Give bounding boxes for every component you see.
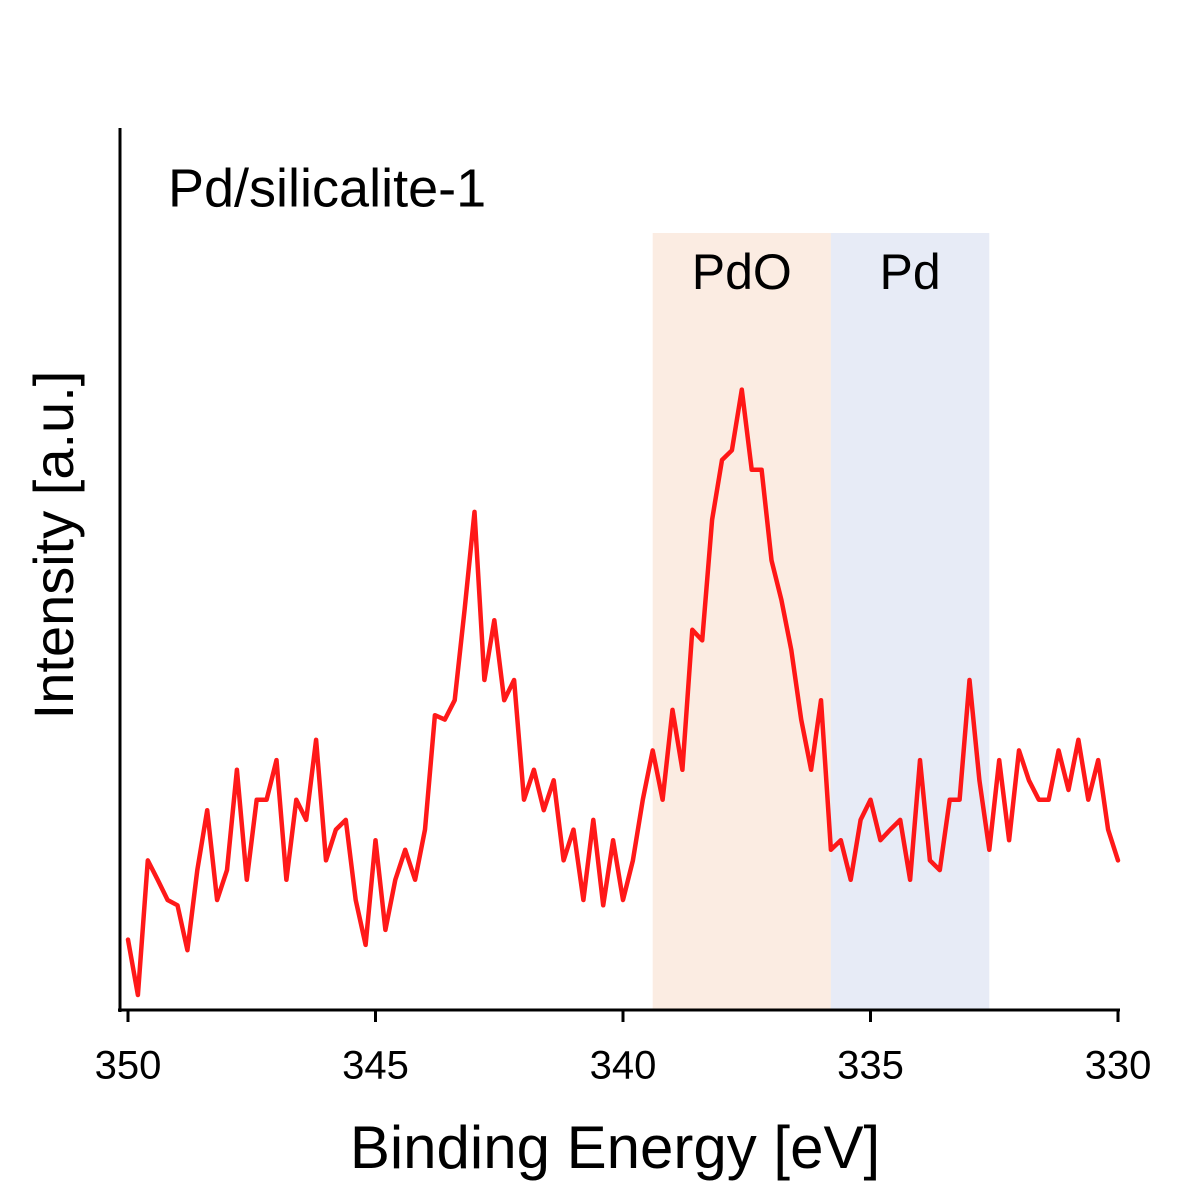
plot <box>125 387 1121 998</box>
x-tick-label: 350 <box>95 1044 162 1088</box>
spectrum-line <box>125 387 1121 998</box>
y-axis-label: Intensity [a.u.] <box>22 371 85 720</box>
region-label: Pd <box>880 244 941 300</box>
x-axis-label: Binding Energy [eV] <box>350 1114 880 1181</box>
chart-title: Pd/silicalite-1 <box>168 158 486 218</box>
x-tick-label: 330 <box>1085 1044 1152 1088</box>
x-tick-label: 340 <box>590 1044 657 1088</box>
bands: PdO Pd <box>652 233 990 1010</box>
region-band <box>830 233 990 1010</box>
x-tick-label: 345 <box>342 1044 409 1088</box>
x-tick-label: 335 <box>837 1044 904 1088</box>
region-band <box>652 233 831 1010</box>
region-label: PdO <box>692 244 792 300</box>
